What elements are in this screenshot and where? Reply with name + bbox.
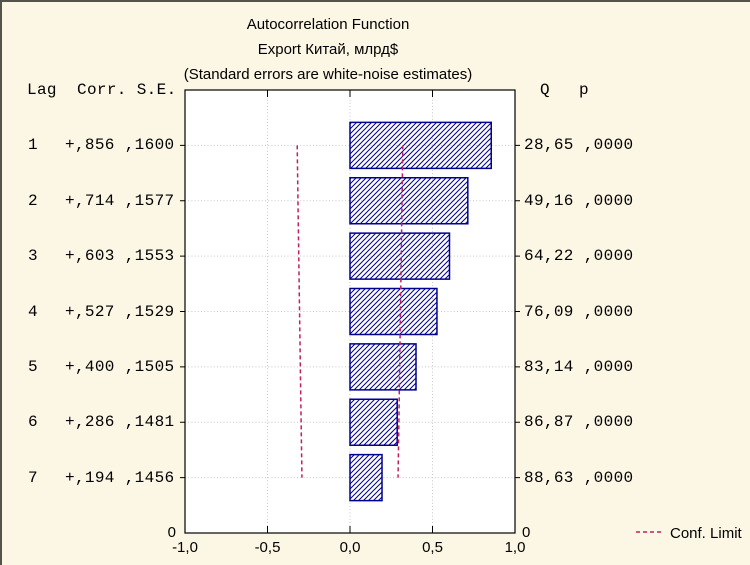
acf-bar-lag-5 [349, 343, 417, 391]
x-axis-label-1,0: 1,0 [504, 539, 526, 556]
corr-se-value: +,194 ,1456 [65, 468, 175, 487]
y-axis-zero-label-left: 0 [167, 524, 176, 541]
x-axis-label-0,0: 0,0 [339, 539, 361, 556]
lag-number: 3 [28, 247, 38, 266]
q-p-value: 88,63 ,0000 [524, 468, 634, 487]
lag-number: 4 [28, 302, 38, 321]
corr-se-value: +,527 ,1529 [65, 302, 175, 321]
corr-se-value: +,400 ,1505 [65, 357, 175, 376]
conf-limit-line-positive [397, 145, 404, 478]
column-header-corr-se: Corr. S.E. [77, 81, 177, 99]
corr-se-value: +,286 ,1481 [65, 413, 175, 432]
acf-bar-lag-4 [349, 287, 438, 336]
chart-note: (Standard errors are white-noise estimat… [183, 66, 473, 83]
y-axis-zero-label-right: 0 [522, 524, 531, 541]
column-header-q: Q [540, 81, 550, 99]
x-axis-label--1,0: -1,0 [172, 539, 198, 556]
lag-number: 2 [28, 191, 38, 210]
acf-bar-lag-1 [349, 121, 492, 170]
q-p-value: 28,65 ,0000 [524, 136, 634, 155]
x-axis-label--0,5: -0,5 [254, 539, 281, 556]
q-p-value: 49,16 ,0000 [524, 191, 634, 210]
x-axis-label-0,5: 0,5 [422, 539, 443, 556]
conf-limit-legend-label: Conf. Limit [670, 525, 742, 542]
chart-title: Autocorrelation Function [246, 16, 410, 33]
column-header-lag: Lag [27, 81, 57, 99]
chart-subtitle: Export Китай, млрд$ [257, 41, 399, 58]
q-p-value: 86,87 ,0000 [524, 413, 634, 432]
q-p-value: 83,14 ,0000 [524, 357, 634, 376]
lag-number: 7 [28, 468, 38, 487]
column-header-p: p [579, 81, 589, 99]
corr-se-value: +,856 ,1600 [65, 136, 175, 155]
corr-se-value: +,603 ,1553 [65, 247, 175, 266]
acf-bar-lag-7 [349, 453, 383, 502]
lag-number: 6 [28, 413, 38, 432]
q-p-value: 64,22 ,0000 [524, 247, 634, 266]
lag-number: 1 [28, 136, 38, 155]
conf-limit-line-negative [296, 145, 303, 478]
acf-bar-lag-2 [349, 177, 469, 225]
chart-titles: Autocorrelation Function Export Китай, м… [2, 12, 654, 87]
q-p-value: 76,09 ,0000 [524, 302, 634, 321]
lag-number: 5 [28, 357, 38, 376]
corr-se-value: +,714 ,1577 [65, 191, 175, 210]
acf-bar-lag-6 [349, 398, 398, 446]
plot-frame [184, 89, 516, 534]
acf-bar-lag-3 [349, 232, 451, 280]
